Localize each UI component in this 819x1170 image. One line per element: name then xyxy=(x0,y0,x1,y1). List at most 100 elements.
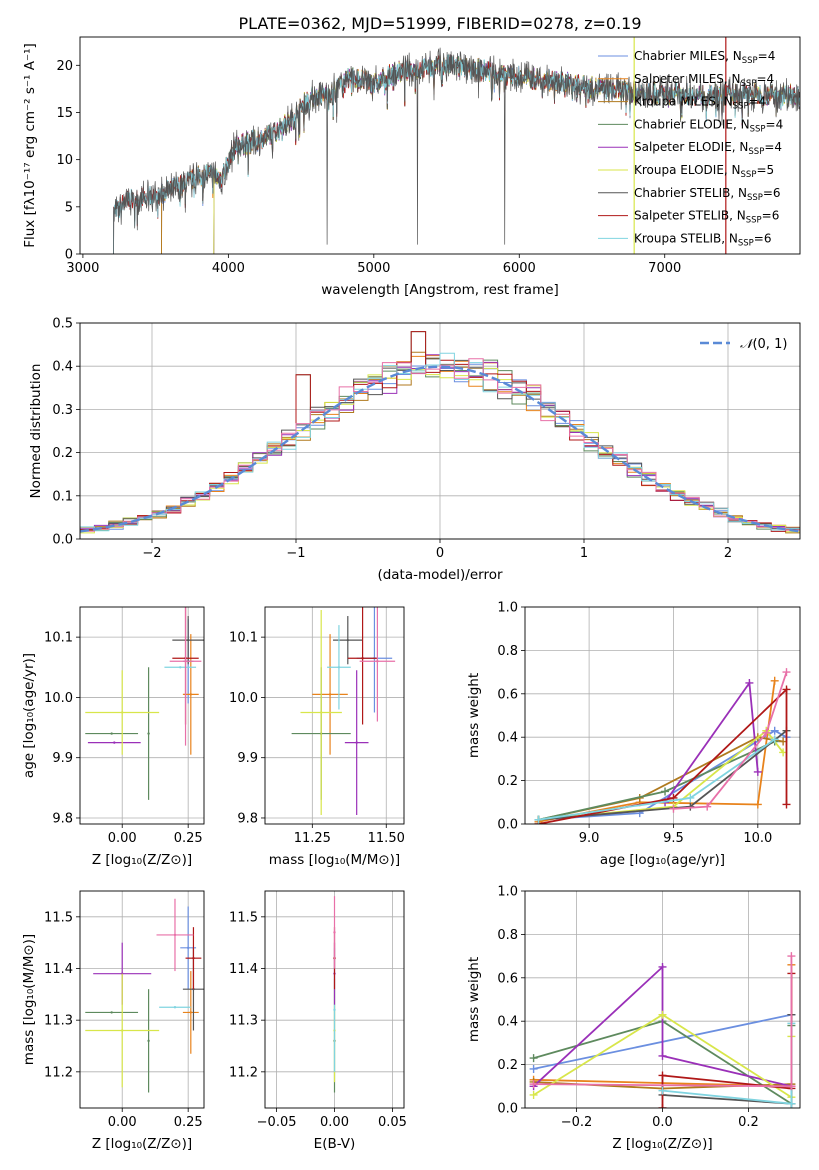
x-tick-label: 0.00 xyxy=(320,1115,349,1130)
weight-marker-9-1 xyxy=(703,802,712,811)
axes-age_vs_Z: 0.00 0.25 9.8 9.9 10.0 10.1 Z [log₁₀(Z/Z⊙)] age… xyxy=(21,606,205,868)
x-tick-label: 2 xyxy=(724,546,732,561)
x-tick-label: 5000 xyxy=(357,261,390,276)
weight-marker-0-2 xyxy=(770,726,779,735)
x-tick-label: 0.2 xyxy=(738,1115,759,1130)
y-tick-label: 20 xyxy=(56,59,73,74)
legend-label-sub: SSP xyxy=(741,79,757,89)
point-marker-2 xyxy=(333,1008,336,1012)
y-tick-label: 0.0 xyxy=(52,533,73,548)
x-tick-label: −2 xyxy=(142,546,161,561)
x-tick-label: 0.00 xyxy=(108,1115,137,1130)
y-tick-label: 9.9 xyxy=(237,751,258,766)
weight-marker-9-3 xyxy=(782,668,791,677)
weight-marker-8-1 xyxy=(686,793,695,802)
point-marker-2 xyxy=(110,732,113,735)
legend-label-tail: =4 xyxy=(756,72,774,86)
point-marker-5 xyxy=(121,711,124,714)
axes-frame xyxy=(524,890,801,1109)
point-marker-9 xyxy=(173,933,177,937)
legend-label-main: Kroupa MILES, N xyxy=(634,95,733,109)
weight-marker-8-2 xyxy=(770,735,779,744)
y-tick-label: 0.4 xyxy=(52,360,73,375)
point-marker-8 xyxy=(376,660,379,663)
x-tick-label: 3000 xyxy=(66,261,99,276)
axes-frame xyxy=(79,322,801,540)
y-tick-label: 11.4 xyxy=(44,962,73,977)
legend-label-main: Chabrier ELODIE, N xyxy=(634,117,750,131)
point-marker-6 xyxy=(361,657,364,660)
point-marker-7 xyxy=(192,956,195,960)
weight-marker-5-1 xyxy=(658,1010,667,1019)
y-tick-label: 0.6 xyxy=(497,971,518,986)
axes-weight_vs_Z: −0.2 0.0 0.2 0.0 0.2 0.4 0.6 0.8 1.0 Z [log₁₀(Z/Z… xyxy=(466,885,801,1152)
y-tick-label: 0.2 xyxy=(497,1058,518,1073)
weight-marker-9-2 xyxy=(762,728,771,737)
point-marker-3 xyxy=(147,732,150,735)
y-tick-label: 0.3 xyxy=(52,403,73,418)
legend-label-sub: SSP xyxy=(742,56,758,66)
plot-area-mass_vs_EBV xyxy=(333,896,336,1093)
x-tick-label: 0 xyxy=(436,546,444,561)
legend-label-main: Chabrier MILES, N xyxy=(634,49,742,63)
weight-line-7 xyxy=(538,687,788,824)
x-tick-label: 10.0 xyxy=(743,831,772,846)
y-tick-label: 0.8 xyxy=(497,644,518,659)
y-tick-label: 0.2 xyxy=(497,774,518,789)
axes-residual_histogram: −2 −1 0 1 2 0.0 0.1 0.2 0.3 0.4 0.5 (data-model)/er… xyxy=(28,317,801,583)
x-axis-label: wavelength [Angstrom, rest frame] xyxy=(321,282,559,298)
axes-frame xyxy=(79,36,801,255)
x-tick-label: −1 xyxy=(286,546,305,561)
legend-label-main: Salpeter ELODIE, N xyxy=(634,140,748,154)
legend-label-3: Chabrier ELODIE, NSSP=4 xyxy=(634,117,783,134)
weight-line-9 xyxy=(673,671,788,810)
x-tick-label: 9.0 xyxy=(579,831,600,846)
y-tick-label: 11.5 xyxy=(44,910,73,925)
weight-marker-7-0 xyxy=(658,1104,667,1108)
legend-label-sub: SSP xyxy=(750,124,766,134)
point-marker-6 xyxy=(186,638,190,642)
plot-area-spectrum xyxy=(113,37,800,254)
legend-label-tail: =5 xyxy=(756,163,774,177)
y-tick-label: 11.2 xyxy=(229,1065,258,1080)
legend-label-main: Salpeter STELIB, N xyxy=(634,209,746,223)
weight-marker-7-1 xyxy=(658,1071,667,1080)
x-tick-label: 11.50 xyxy=(368,831,405,846)
y-tick-label: 9.8 xyxy=(237,811,258,826)
legend-label-main: Kroupa ELODIE, N xyxy=(634,163,741,177)
weight-marker-0-0 xyxy=(529,1064,538,1073)
y-axis-label: age [log₁₀(age/yr)] xyxy=(21,653,37,778)
weight-marker-8-0 xyxy=(534,815,543,824)
point-marker-3 xyxy=(147,1039,150,1043)
legend-label-sub: SSP xyxy=(741,170,757,180)
plot-area-residual_histogram xyxy=(80,331,800,537)
weight-marker-4-1 xyxy=(658,962,667,971)
x-tick-label: 0.0 xyxy=(652,1115,673,1130)
point-marker-4 xyxy=(319,711,323,714)
x-axis-label: Z [log₁₀(Z/Z⊙)] xyxy=(612,1136,712,1152)
weight-marker-3-0 xyxy=(529,1054,538,1063)
x-axis-label: Z [log₁₀(Z/Z⊙)] xyxy=(92,1136,192,1152)
y-tick-label: 0.4 xyxy=(497,731,518,746)
legend-label-sub: SSP xyxy=(738,238,754,248)
legend-label-7: Salpeter STELIB, NSSP=6 xyxy=(634,209,779,226)
y-tick-label: 11.5 xyxy=(229,910,258,925)
y-tick-label: 11.3 xyxy=(229,1014,258,1029)
legend-label-tail: =6 xyxy=(763,186,781,200)
x-tick-label: 0.00 xyxy=(108,831,137,846)
legend-label-tail: =4 xyxy=(758,49,776,63)
weight-marker-8-1 xyxy=(787,1099,796,1108)
legend-label-sub: SSP xyxy=(746,216,762,226)
point-marker-1 xyxy=(328,693,332,696)
weight-marker-1-3 xyxy=(770,676,779,685)
x-axis-label: Z [log₁₀(Z/Z⊙)] xyxy=(92,852,192,868)
legend-label-main: Salpeter MILES, N xyxy=(634,72,741,86)
weight-marker-4-2 xyxy=(753,767,762,776)
plot-area-weight_vs_Z xyxy=(529,952,796,1108)
legend-label-5: Kroupa ELODIE, NSSP=5 xyxy=(634,163,774,180)
legend-label-tail: =6 xyxy=(754,231,772,245)
legend-label-main: Chabrier STELIB, N xyxy=(634,186,747,200)
y-tick-label: 0 xyxy=(65,248,73,263)
